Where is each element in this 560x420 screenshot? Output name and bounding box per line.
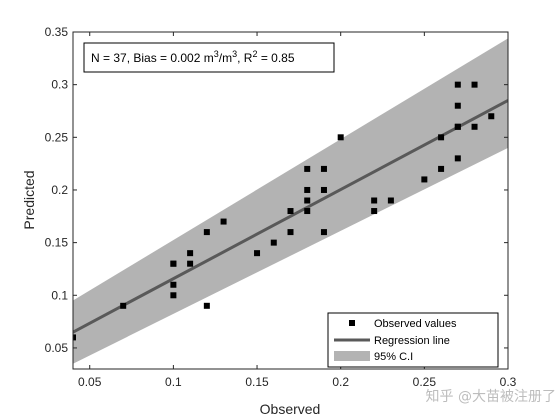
data-point — [170, 281, 177, 288]
data-point — [337, 134, 344, 141]
data-point — [421, 176, 428, 183]
annotation-n-bias: N = 37, Bias = 0.002 m — [91, 51, 214, 65]
annotation-r2-prefix: , R — [237, 51, 253, 65]
y-tick-label: 0.25 — [45, 130, 69, 144]
data-point — [471, 81, 478, 88]
data-point — [203, 229, 210, 236]
data-point — [304, 165, 311, 172]
annotation-r2-exp: 2 — [252, 49, 257, 59]
data-point — [371, 208, 378, 215]
data-point — [371, 197, 378, 204]
x-tick-label: 0.2 — [332, 375, 349, 389]
data-point — [287, 208, 294, 215]
x-tick-label: 0.25 — [413, 375, 437, 389]
data-point — [320, 186, 327, 193]
x-tick-label: 0.3 — [500, 375, 517, 389]
data-point — [387, 197, 394, 204]
annotation-bias-exp: 3 — [214, 49, 219, 59]
data-point — [73, 334, 76, 341]
data-point — [304, 197, 311, 204]
x-tick-label: 0.15 — [245, 375, 269, 389]
annotation-text: N = 37, Bias = 0.002 m3/m3, R2 = 0.85 — [91, 49, 295, 65]
data-point — [438, 134, 445, 141]
data-point — [270, 239, 277, 246]
annotation-bias-exp-2: 3 — [232, 49, 237, 59]
x-axis-label: Observed — [260, 401, 321, 417]
plot-area — [73, 38, 508, 364]
annotation-box: N = 37, Bias = 0.002 m3/m3, R2 = 0.85 — [83, 42, 335, 73]
axis-ticks: 0.05 0.1 0.15 0.2 0.25 0.3 0.05 0.1 0.15 0.2 0.25 0… — [45, 25, 517, 389]
legend: Observed values Regression line 95% C.I — [327, 312, 499, 368]
y-tick-label: 0.15 — [45, 236, 69, 250]
y-tick-label: 0.35 — [45, 25, 69, 39]
data-point — [320, 165, 327, 172]
data-point — [187, 260, 194, 267]
data-point — [287, 229, 294, 236]
data-point — [488, 113, 495, 120]
x-tick-label: 0.05 — [78, 375, 102, 389]
data-point — [304, 186, 311, 193]
data-point — [203, 302, 210, 309]
data-point — [170, 260, 177, 267]
data-point — [438, 165, 445, 172]
data-point — [170, 292, 177, 299]
axes-frame — [72, 31, 509, 370]
data-point — [304, 208, 311, 215]
y-tick-label: 0.2 — [51, 183, 68, 197]
legend-marker-observed — [349, 320, 355, 326]
x-tick-label: 0.1 — [165, 375, 182, 389]
plot-clip-group — [73, 38, 508, 364]
annotation-r2-value: = 0.85 — [257, 51, 294, 65]
data-point — [320, 229, 327, 236]
legend-label-observed: Observed values — [374, 318, 457, 330]
data-point — [120, 302, 127, 309]
data-point — [254, 250, 261, 257]
data-point — [454, 155, 461, 162]
legend-label-regression: Regression line — [374, 335, 450, 347]
legend-swatch-ci — [334, 351, 370, 361]
data-point — [220, 218, 227, 225]
data-point — [454, 123, 461, 130]
annotation-frame — [83, 42, 335, 73]
legend-label-ci: 95% C.I — [374, 351, 413, 363]
y-tick-label: 0.05 — [45, 341, 69, 355]
data-point — [454, 102, 461, 109]
regression-line — [73, 99, 508, 334]
ci-band — [73, 38, 508, 364]
axes-box — [72, 31, 509, 370]
y-axis-label: Predicted — [21, 170, 37, 229]
y-tick-label: 0.3 — [51, 78, 68, 92]
data-point — [187, 250, 194, 257]
y-tick-label: 0.1 — [51, 288, 68, 302]
data-point — [454, 81, 461, 88]
annotation-slash-m: /m — [219, 51, 232, 65]
watermark-text: 知乎 @大苗被注册了 — [426, 388, 556, 405]
data-point — [471, 123, 478, 130]
